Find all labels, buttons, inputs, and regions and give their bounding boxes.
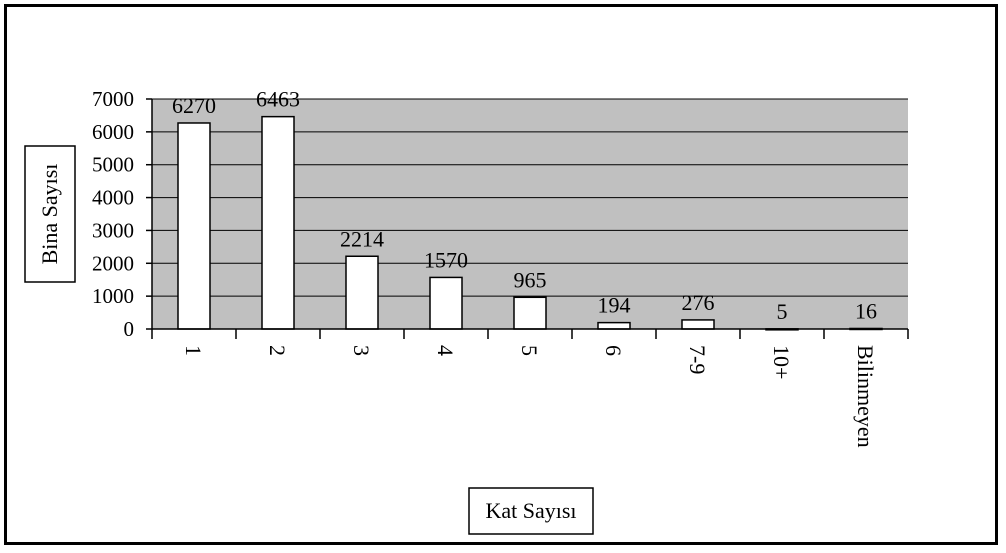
bar xyxy=(429,276,463,330)
x-tick-label: 5 xyxy=(517,345,542,356)
x-tick-label: 4 xyxy=(433,345,458,356)
data-label: 965 xyxy=(514,267,547,292)
x-tick-label: 10+ xyxy=(769,345,794,379)
x-tick-label: 2 xyxy=(265,345,290,356)
x-tick-label: 3 xyxy=(349,345,374,356)
bar xyxy=(261,115,295,330)
y-axis-title-text: Bina Sayısı xyxy=(37,164,62,265)
x-axis-title-text: Kat Sayısı xyxy=(485,498,576,523)
x-tick-label: Bilinmeyen xyxy=(853,345,878,448)
x-axis-title: Kat Sayısı xyxy=(468,487,594,535)
y-tick-label: 3000 xyxy=(92,218,134,242)
bar xyxy=(513,296,547,330)
y-tick-label: 6000 xyxy=(92,120,134,144)
data-label: 5 xyxy=(777,299,788,324)
bar xyxy=(177,122,211,330)
y-tick-label: 5000 xyxy=(92,153,134,177)
y-tick-label: 7000 xyxy=(92,87,134,111)
bar xyxy=(597,321,631,330)
data-labels: 6270 6463 2214 1570 965 194 276 5 16 xyxy=(172,87,877,324)
x-tick-label: 1 xyxy=(181,345,206,356)
bar xyxy=(345,255,379,330)
x-tick-label: 7-9 xyxy=(685,345,710,374)
data-label: 194 xyxy=(598,293,631,318)
axes: 0 1000 2000 3000 4000 5000 6000 7000 1 2 3 4 5 6 7-9 10… xyxy=(92,87,909,448)
data-label: 6270 xyxy=(172,93,216,118)
y-tick-label: 1000 xyxy=(92,284,134,308)
y-axis-title: Bina Sayısı xyxy=(24,145,76,283)
data-label: 276 xyxy=(682,290,715,315)
data-label: 2214 xyxy=(340,226,384,251)
x-axis-title-box xyxy=(468,487,594,535)
y-tick-label: 2000 xyxy=(92,251,134,275)
bar xyxy=(681,319,715,330)
data-label: 1570 xyxy=(424,247,468,272)
data-label: 16 xyxy=(855,298,877,323)
y-axis-title-box xyxy=(24,145,76,283)
y-tick-label: 4000 xyxy=(92,186,134,210)
data-label: 6463 xyxy=(256,87,300,112)
y-tick-label: 0 xyxy=(124,317,135,341)
x-tick-label: 6 xyxy=(601,345,626,356)
